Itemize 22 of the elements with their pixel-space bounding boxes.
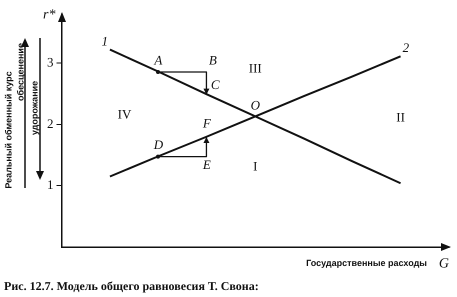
text: Рис. 12.7. Модель общего равновесия Т. Свона: <box>4 279 259 294</box>
annotation: A <box>153 52 162 68</box>
text: G <box>438 256 449 272</box>
text: r* <box>43 8 56 23</box>
annotation: IV <box>118 106 132 122</box>
y-tick-label: 1 <box>47 177 54 192</box>
series-label: 1 <box>101 33 108 48</box>
series-label: 2 <box>402 40 410 56</box>
y-tick-label: 3 <box>47 54 54 70</box>
annotation: C <box>210 77 220 92</box>
x-axis-title: Государственные расходы <box>306 258 428 268</box>
annotation: III <box>248 60 262 76</box>
text: удорожание <box>29 80 40 136</box>
annotation: D <box>152 137 164 152</box>
annotation: E <box>202 157 211 172</box>
annotation: II <box>396 110 405 125</box>
annotation: F <box>202 116 212 131</box>
y-axis-title: Реальный обменный курс <box>3 71 14 189</box>
annotation: I <box>253 158 258 174</box>
y-tick-label: 2 <box>47 116 54 131</box>
annotation: B <box>208 52 217 68</box>
annotation: O <box>250 97 261 112</box>
